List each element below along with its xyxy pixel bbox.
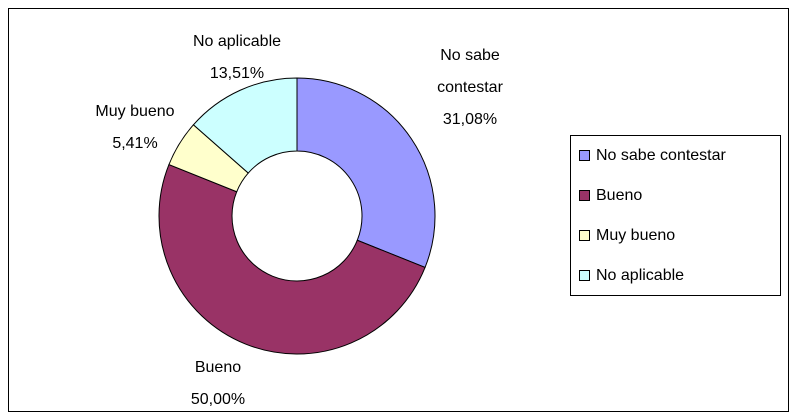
legend-swatch [579, 150, 590, 161]
legend-label: Muy bueno [596, 227, 675, 244]
legend-label: No aplicable [596, 267, 684, 284]
legend-swatch [579, 230, 590, 241]
label-category: No sabe contestar [437, 47, 503, 96]
legend-swatch [579, 190, 590, 201]
label-category: Muy bueno [95, 103, 175, 120]
label-value: 31,08% [442, 111, 498, 128]
data-label: No aplicable 13,51% [167, 26, 307, 90]
data-label: Bueno 50,00% [168, 352, 268, 416]
donut-slice [296, 77, 436, 269]
legend-label: Bueno [596, 187, 642, 204]
data-label: Muy bueno 5,41% [75, 96, 195, 160]
legend-swatch [579, 270, 590, 281]
donut-slice [158, 163, 426, 355]
label-value: 5,41% [112, 135, 158, 152]
legend-box [570, 135, 781, 296]
label-category: No aplicable [192, 33, 282, 50]
label-category: Bueno [194, 359, 242, 376]
data-label: No sabe contestar 31,08% [415, 40, 525, 136]
donut-slice [192, 77, 298, 174]
label-value: 13,51% [209, 65, 265, 82]
legend-label: No sabe contestar [596, 147, 727, 164]
label-value: 50,00% [190, 391, 246, 408]
